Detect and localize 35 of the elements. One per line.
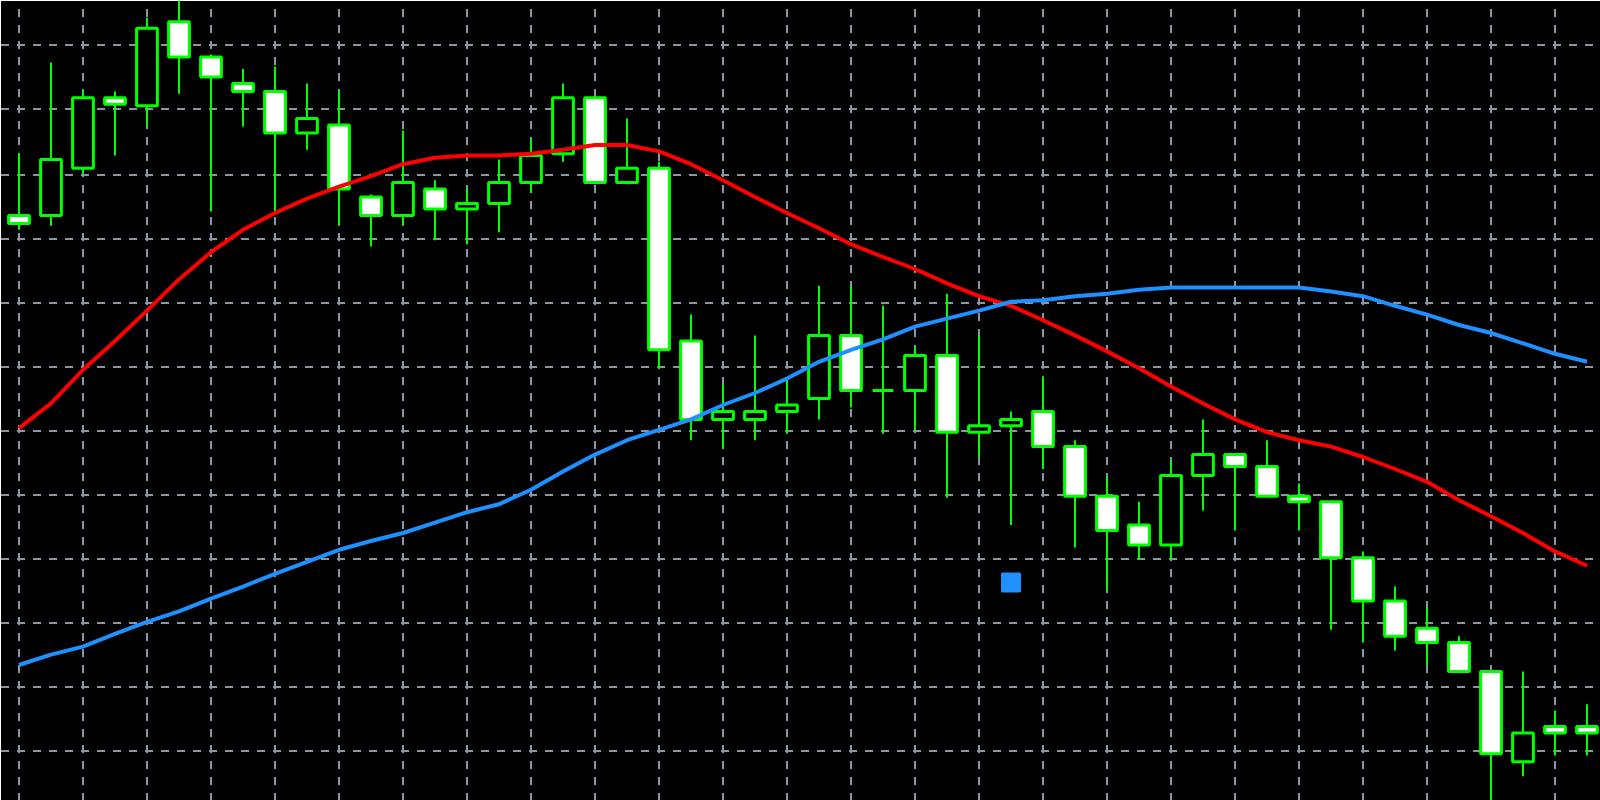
- candlestick: [103, 90, 127, 157]
- candlestick: [231, 68, 255, 128]
- candlestick: [1095, 476, 1119, 592]
- candlestick: [1287, 482, 1311, 532]
- candlestick: [455, 188, 479, 246]
- candlestick: [423, 179, 447, 242]
- candlestick: [487, 158, 511, 234]
- candlestick: [1543, 709, 1567, 757]
- candlestick: [1191, 418, 1215, 512]
- candlestick: [871, 304, 895, 435]
- candlestick: [519, 138, 543, 194]
- candlestick: [263, 65, 287, 213]
- candlestick: [167, 1, 191, 95]
- candlestick: [775, 377, 799, 435]
- candlestick: [295, 82, 319, 151]
- candlestick: [903, 346, 927, 431]
- candlestick: [615, 117, 639, 186]
- candlestick: [999, 410, 1023, 526]
- candlestick: [391, 129, 415, 227]
- candlestick: [1031, 375, 1055, 470]
- candlestick: [711, 383, 735, 450]
- candlestick: [743, 334, 767, 442]
- candlestick: [967, 334, 991, 458]
- candlestick: [199, 53, 223, 213]
- candlestick: [1511, 670, 1535, 778]
- candlestick: [7, 152, 31, 231]
- candlestick: [1255, 439, 1279, 498]
- candlestick: [359, 193, 383, 248]
- candlestick: [1127, 500, 1151, 561]
- candlestick: [1447, 635, 1471, 673]
- candlestick: [1223, 453, 1247, 532]
- candlestick: [1575, 703, 1599, 757]
- candlestick: [1415, 606, 1439, 666]
- candlestick: [1351, 550, 1375, 644]
- candlestick: [1383, 585, 1407, 652]
